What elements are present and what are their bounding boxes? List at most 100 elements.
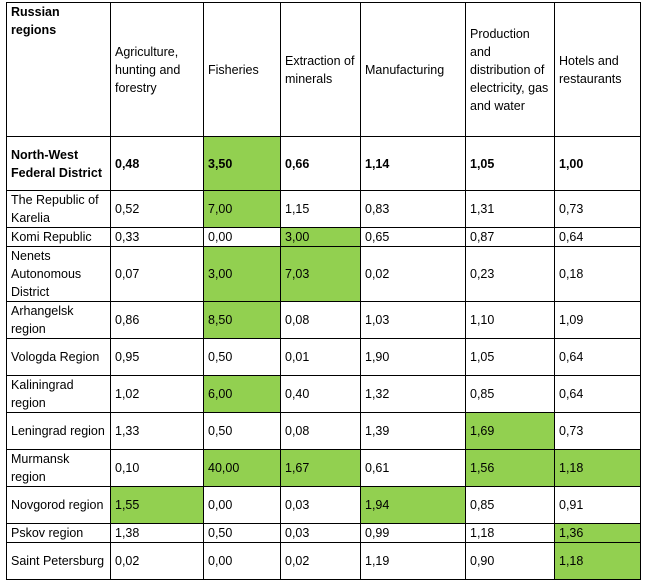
value-cell: 0,90 [465,542,555,580]
value-cell: 1,56 [465,449,555,487]
table-row: Nenets Autonomous District 0,07 3,00 7,03 0,… [6,246,641,302]
value-cell: 1,15 [280,190,361,228]
value-cell: 0,73 [554,190,641,228]
value-cell: 0,08 [280,301,361,339]
column-header-region: Russian regions [6,2,111,137]
value-cell: 1,31 [465,190,555,228]
table-row: Arhangelsk region 0,86 8,50 0,08 1,03 1,10 1,0… [6,301,641,339]
value-cell: 3,00 [280,227,361,247]
value-cell: 0,64 [554,227,641,247]
region-name-cell: Vologda Region [6,338,111,376]
value-cell: 1,05 [465,136,555,191]
value-cell: 0,00 [203,486,281,524]
value-cell: 8,50 [203,301,281,339]
table-row: Novgorod region 1,55 0,00 0,03 1,94 0,85 0,91 [6,486,641,524]
value-cell: 0,40 [280,375,361,413]
regions-table: Russian regions Agriculture, hunting and… [6,2,641,580]
table-body: North-West Federal District 0,48 3,50 0,66 1… [6,136,641,580]
value-cell: 0,64 [554,375,641,413]
table-row: Vologda Region 0,95 0,50 0,01 1,90 1,05 0,64 [6,338,641,376]
value-cell: 1,39 [360,412,466,450]
value-cell: 0,85 [465,375,555,413]
value-cell: 7,00 [203,190,281,228]
value-cell: 1,90 [360,338,466,376]
value-cell: 7,03 [280,246,361,302]
column-header-fisheries: Fisheries [203,2,281,137]
column-header-manufacturing: Manufacturing [360,2,466,137]
value-cell: 0,52 [110,190,204,228]
value-cell: 1,09 [554,301,641,339]
value-cell: 0,01 [280,338,361,376]
value-cell: 6,00 [203,375,281,413]
value-cell: 3,00 [203,246,281,302]
value-cell: 0,50 [203,338,281,376]
value-cell: 0,00 [203,227,281,247]
region-name-cell: Nenets Autonomous District [6,246,111,302]
value-cell: 1,18 [554,542,641,580]
value-cell: 0,48 [110,136,204,191]
value-cell: 1,19 [360,542,466,580]
value-cell: 0,03 [280,523,361,543]
value-cell: 0,03 [280,486,361,524]
value-cell: 1,10 [465,301,555,339]
value-cell: 0,86 [110,301,204,339]
region-name-cell: Pskov region [6,523,111,543]
region-name-cell: The Republic of Karelia [6,190,111,228]
region-name-cell: Arhangelsk region [6,301,111,339]
table-row: Leningrad region 1,33 0,50 0,08 1,39 1,69 0,73 [6,412,641,450]
table-row: Kaliningrad region 1,02 6,00 0,40 1,32 0,85 0,… [6,375,641,413]
value-cell: 1,55 [110,486,204,524]
value-cell: 0,10 [110,449,204,487]
region-name-cell: Leningrad region [6,412,111,450]
value-cell: 0,61 [360,449,466,487]
column-header-extraction: Extraction of minerals [280,2,361,137]
value-cell: 0,99 [360,523,466,543]
value-cell: 1,02 [110,375,204,413]
value-cell: 0,73 [554,412,641,450]
value-cell: 0,23 [465,246,555,302]
value-cell: 0,66 [280,136,361,191]
table-row: The Republic of Karelia 0,52 7,00 1,15 0,83 1… [6,190,641,228]
value-cell: 0,64 [554,338,641,376]
region-name-cell: Saint Petersburg [6,542,111,580]
value-cell: 0,02 [280,542,361,580]
value-cell: 0,65 [360,227,466,247]
value-cell: 0,50 [203,412,281,450]
value-cell: 1,32 [360,375,466,413]
region-name-cell: Komi Republic [6,227,111,247]
value-cell: 1,33 [110,412,204,450]
table-row: Pskov region 1,38 0,50 0,03 0,99 1,18 1,36 [6,523,641,543]
value-cell: 1,36 [554,523,641,543]
value-cell: 0,08 [280,412,361,450]
value-cell: 0,00 [203,542,281,580]
column-header-agriculture: Agriculture, hunting and forestry [110,2,204,137]
value-cell: 0,02 [360,246,466,302]
region-name-cell: North-West Federal District [6,136,111,191]
value-cell: 0,18 [554,246,641,302]
value-cell: 1,94 [360,486,466,524]
value-cell: 1,38 [110,523,204,543]
value-cell: 0,07 [110,246,204,302]
table-row: Saint Petersburg 0,02 0,00 0,02 1,19 0,90 1,18 [6,542,641,580]
value-cell: 0,87 [465,227,555,247]
value-cell: 1,00 [554,136,641,191]
value-cell: 1,18 [465,523,555,543]
value-cell: 1,05 [465,338,555,376]
value-cell: 0,33 [110,227,204,247]
table-row: North-West Federal District 0,48 3,50 0,66 1… [6,136,641,191]
value-cell: 0,95 [110,338,204,376]
value-cell: 0,02 [110,542,204,580]
region-name-cell: Kaliningrad region [6,375,111,413]
value-cell: 0,85 [465,486,555,524]
value-cell: 1,14 [360,136,466,191]
value-cell: 0,50 [203,523,281,543]
value-cell: 40,00 [203,449,281,487]
region-name-cell: Murmansk region [6,449,111,487]
value-cell: 0,83 [360,190,466,228]
column-header-hotels: Hotels and restaurants [554,2,641,137]
table-row: Komi Republic 0,33 0,00 3,00 0,65 0,87 0,64 [6,227,641,247]
region-name-cell: Novgorod region [6,486,111,524]
header-row: Russian regions Agriculture, hunting and… [6,2,641,137]
value-cell: 1,67 [280,449,361,487]
value-cell: 3,50 [203,136,281,191]
